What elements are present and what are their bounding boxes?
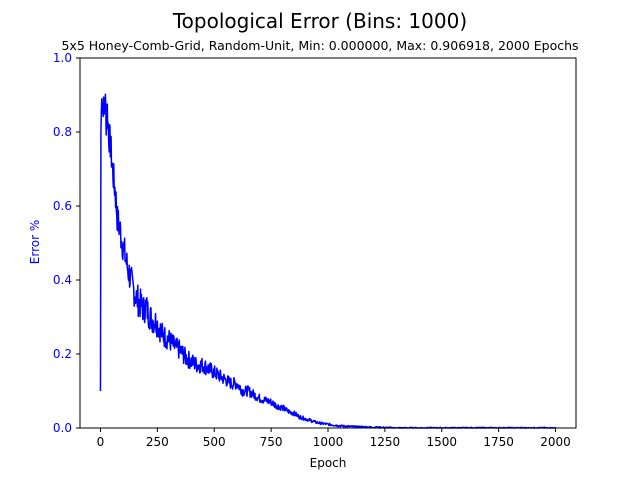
plot-area: 0 250 500 750 1000 1250 1500 1750 2000 0.0 0.2 0.4 0… xyxy=(53,51,577,449)
x-tick-label: 1750 xyxy=(483,435,514,449)
x-tick-label: 500 xyxy=(203,435,226,449)
x-tick-label: 0 xyxy=(97,435,105,449)
y-tick-label: 0.6 xyxy=(53,199,72,213)
x-axis-label: Epoch xyxy=(310,456,347,470)
chart-title: Topological Error (Bins: 1000) xyxy=(172,9,467,33)
y-tick-label: 0.0 xyxy=(53,421,72,435)
x-tick-label: 750 xyxy=(260,435,283,449)
x-tick-label: 1500 xyxy=(426,435,457,449)
x-tick-label: 250 xyxy=(146,435,169,449)
x-tick-label: 1250 xyxy=(370,435,401,449)
x-tick-label: 2000 xyxy=(540,435,571,449)
y-tick-label: 0.8 xyxy=(53,125,72,139)
chart-subtitle: 5x5 Honey-Comb-Grid, Random-Unit, Min: 0… xyxy=(61,38,578,53)
axes-frame xyxy=(79,57,577,429)
x-tick-label: 1000 xyxy=(313,435,344,449)
y-axis-label: Error % xyxy=(28,220,42,264)
series-line-0 xyxy=(99,93,557,429)
y-tick-label: 0.4 xyxy=(53,273,72,287)
y-tick-label: 0.2 xyxy=(53,347,72,361)
y-tick-label: 1.0 xyxy=(53,51,72,65)
